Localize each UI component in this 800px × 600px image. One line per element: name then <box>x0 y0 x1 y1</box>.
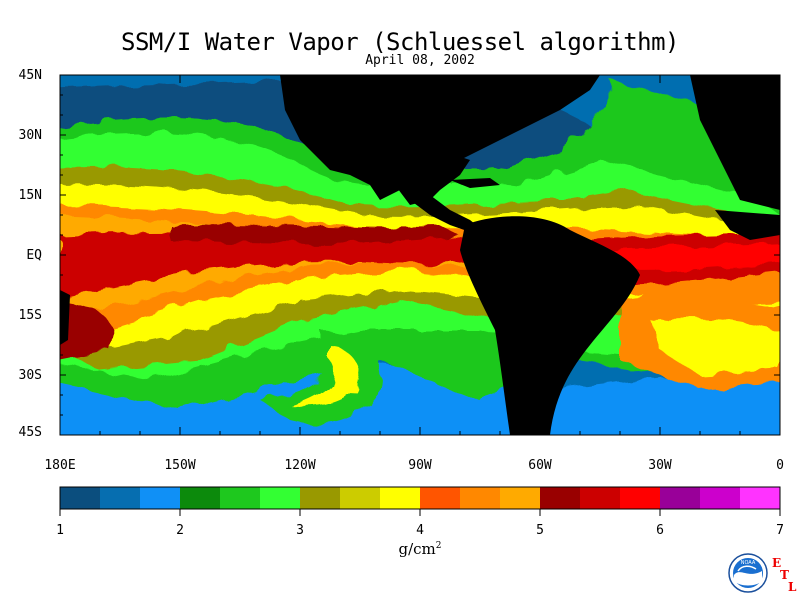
lon-ticks <box>59 75 781 435</box>
colorbar-swatch <box>60 487 101 509</box>
lat-label-15n: 15N <box>18 188 42 203</box>
lat-label-30s: 30S <box>18 368 42 383</box>
noaa-logo-icon: NOAA <box>728 553 768 593</box>
land-mask <box>60 75 780 435</box>
lon-label-0: 0 <box>776 458 784 473</box>
colorbar-tick-3: 3 <box>296 523 304 538</box>
units-superscript: 2 <box>435 541 442 551</box>
colorbar-tick-1: 1 <box>56 523 64 538</box>
lat-ticks <box>60 74 780 436</box>
colorbar-swatch <box>660 487 701 509</box>
lat-label-45n: 45N <box>18 68 42 83</box>
colorbar-tick-6: 6 <box>656 523 664 538</box>
colorbar-swatch <box>300 487 341 509</box>
lon-label-120w: 120W <box>284 458 316 473</box>
noaa-logo-text: NOAA <box>741 560 756 566</box>
map-title: SSM/I Water Vapor (Schluessel algorithm) <box>121 28 679 56</box>
colorbar <box>60 487 781 509</box>
colorbar-swatch <box>700 487 741 509</box>
units-text: g/cm <box>398 540 436 558</box>
colorbar-swatch <box>340 487 381 509</box>
etl-t: T <box>780 568 789 582</box>
colorbar-swatch <box>220 487 261 509</box>
etl-l: L <box>788 580 797 594</box>
lon-label-60w: 60W <box>528 458 552 473</box>
colorbar-swatch <box>580 487 621 509</box>
colorbar-swatch <box>460 487 501 509</box>
colorbar-ticks <box>59 509 781 516</box>
lat-label-eq: EQ <box>26 248 42 263</box>
colorbar-tick-2: 2 <box>176 523 184 538</box>
colorbar-tick-7: 7 <box>776 523 784 538</box>
lon-label-180e: 180E <box>44 458 76 473</box>
etl-e: E <box>772 556 782 570</box>
colorbar-swatch <box>620 487 661 509</box>
colorbar-swatch <box>740 487 781 509</box>
colorbar-units: g/cm2 <box>0 540 800 558</box>
colorbar-swatch <box>180 487 221 509</box>
colorbar-tick-4: 4 <box>416 523 424 538</box>
colorbar-swatch <box>100 487 141 509</box>
map-date: April 08, 2002 <box>365 53 475 68</box>
colorbar-swatch <box>260 487 301 509</box>
colorbar-swatch <box>500 487 541 509</box>
colorbar-swatch <box>540 487 581 509</box>
colorbar-tick-5: 5 <box>536 523 544 538</box>
lat-label-15s: 15S <box>18 308 42 323</box>
colorbar-swatch <box>420 487 461 509</box>
lon-label-30w: 30W <box>648 458 672 473</box>
lat-label-45s: 45S <box>18 425 42 440</box>
colorbar-swatch <box>380 487 421 509</box>
lat-label-30n: 30N <box>18 128 42 143</box>
lon-label-90w: 90W <box>408 458 432 473</box>
lon-label-150w: 150W <box>164 458 196 473</box>
vapor-field <box>60 75 780 435</box>
colorbar-swatch <box>140 487 181 509</box>
